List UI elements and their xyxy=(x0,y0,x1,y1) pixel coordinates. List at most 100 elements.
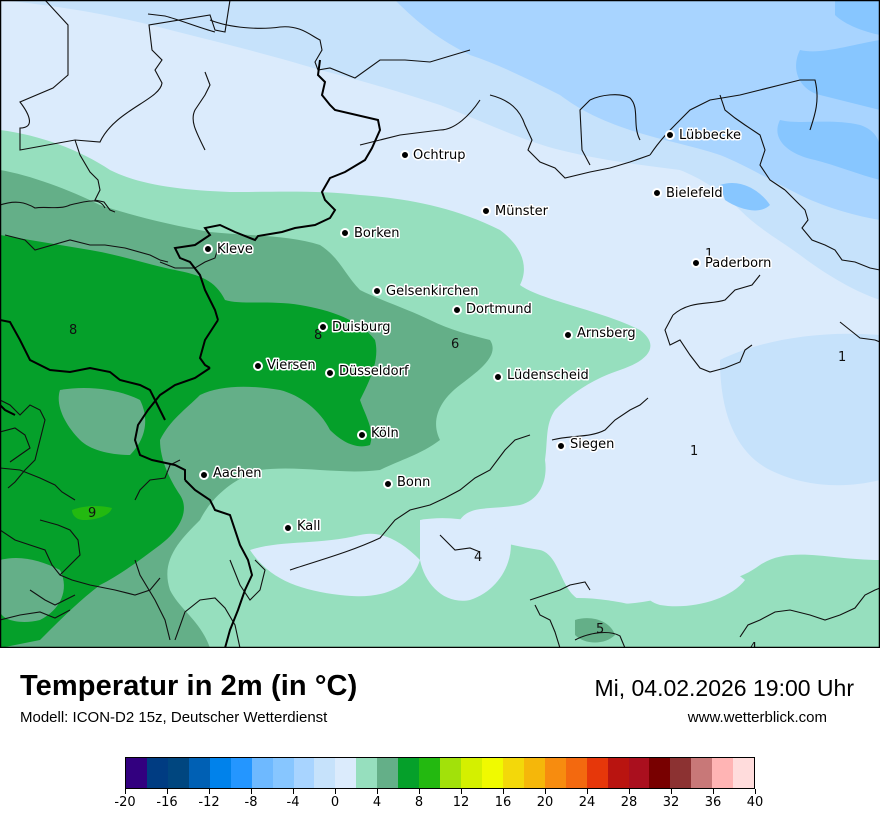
legend-swatch xyxy=(146,758,168,788)
legend-swatch xyxy=(565,758,587,788)
city-bonn[interactable]: Bonn xyxy=(383,474,432,492)
legend-tick-label: -20 xyxy=(114,795,136,810)
legend-tick xyxy=(250,789,252,794)
legend-tick xyxy=(712,789,714,794)
legend-colorbar xyxy=(125,757,755,789)
city-label: Viersen xyxy=(267,358,316,373)
temp-patch-se xyxy=(720,333,880,486)
legend-swatch xyxy=(314,758,336,788)
temp-patch-minus6-minus4-2 xyxy=(777,120,880,180)
city-bielefeld[interactable]: Bielefeld xyxy=(652,185,724,203)
city-dot-icon xyxy=(318,322,328,332)
city-label: Aachen xyxy=(213,466,261,481)
city-arnsberg[interactable]: Arnsberg xyxy=(563,325,637,343)
legend-swatch xyxy=(544,758,566,788)
legend-tick xyxy=(586,789,588,794)
legend-swatch xyxy=(398,758,420,788)
legend-swatch xyxy=(335,758,357,788)
city-dot-icon xyxy=(665,130,675,140)
city-dot-icon xyxy=(556,441,566,451)
city-label: Lüdenscheid xyxy=(507,368,589,383)
legend-tick-label: 40 xyxy=(746,795,764,810)
legend-swatch xyxy=(733,758,755,788)
legend-tick-label: 12 xyxy=(452,795,470,810)
city-luebbecke[interactable]: Lübbecke xyxy=(665,127,742,145)
temp-patch-4-6-sw xyxy=(0,558,64,622)
city-borken[interactable]: Borken xyxy=(340,225,401,243)
city-gelsenkirchen[interactable]: Gelsenkirchen xyxy=(372,283,480,301)
legend-tick-label: 20 xyxy=(536,795,554,810)
city-label: Kall xyxy=(297,519,321,534)
city-duesseldorf[interactable]: Düsseldorf xyxy=(325,363,410,381)
city-label: Ochtrup xyxy=(413,148,466,163)
temperature-map[interactable]: 8 8 6 1 1 1 9 4 5 4 Ochtrup Lübbecke Bie… xyxy=(0,0,880,648)
city-label: Münster xyxy=(495,204,549,219)
city-label: Dortmund xyxy=(466,302,532,317)
contour-label: 4 xyxy=(749,641,757,648)
city-dot-icon xyxy=(400,150,410,160)
city-dot-icon xyxy=(452,305,462,315)
legend-swatch xyxy=(628,758,650,788)
city-dot-icon xyxy=(691,258,701,268)
city-dortmund[interactable]: Dortmund xyxy=(452,301,533,319)
city-kall[interactable]: Kall xyxy=(283,518,322,536)
temp-patch-5 xyxy=(575,618,615,643)
city-koeln[interactable]: Köln xyxy=(357,425,400,443)
valid-datetime: Mi, 04.02.2026 19:00 Uhr xyxy=(594,675,854,701)
legend-swatch xyxy=(377,758,399,788)
model-source: Modell: ICON-D2 15z, Deutscher Wetterdie… xyxy=(20,709,328,726)
city-dot-icon xyxy=(253,361,263,371)
contour-label: 9 xyxy=(88,506,96,521)
contour-label: 4 xyxy=(474,550,482,565)
city-kleve[interactable]: Kleve xyxy=(203,241,254,259)
city-label: Kleve xyxy=(217,242,253,257)
city-ochtrup[interactable]: Ochtrup xyxy=(400,147,467,165)
district-boundaries xyxy=(0,0,880,648)
page-title: Temperatur in 2m (in °C) xyxy=(20,670,358,702)
legend-tick-label: 8 xyxy=(414,795,424,810)
map-canvas: 8 8 6 1 1 1 9 4 5 4 Ochtrup Lübbecke Bie… xyxy=(0,0,880,648)
contour-labels: 8 8 6 1 1 1 9 4 5 4 xyxy=(69,247,846,648)
legend-swatch xyxy=(523,758,545,788)
legend-swatch xyxy=(461,758,482,788)
city-aachen[interactable]: Aachen xyxy=(199,465,263,483)
city-muenster[interactable]: Münster xyxy=(481,203,550,221)
legend-tick-label: 24 xyxy=(578,795,596,810)
contour-label: 8 xyxy=(69,323,77,338)
legend-tick-label: -12 xyxy=(198,795,220,810)
legend-swatch xyxy=(670,758,692,788)
legend-tick xyxy=(334,789,336,794)
legend-tick-label: 0 xyxy=(330,795,340,810)
legend-swatch xyxy=(712,758,734,788)
legend-swatch xyxy=(293,758,315,788)
city-markers: Ochtrup Lübbecke Bielefeld Münster Borke… xyxy=(199,127,773,536)
legend-swatch xyxy=(230,758,252,788)
contour-label: 5 xyxy=(596,622,604,637)
city-dot-icon xyxy=(383,479,393,489)
city-label: Borken xyxy=(354,226,400,241)
legend-tick-label: 16 xyxy=(494,795,512,810)
temp-patch-minus6-minus4-4 xyxy=(720,182,770,211)
contour-label: 1 xyxy=(705,247,713,262)
website-link[interactable]: www.wetterblick.com xyxy=(687,709,827,726)
city-siegen[interactable]: Siegen xyxy=(556,436,616,454)
legend-tick-label: -8 xyxy=(244,795,258,810)
legend-tick xyxy=(418,789,420,794)
temp-patch-eifel-cool xyxy=(250,533,420,597)
legend-tick-label: 36 xyxy=(704,795,722,810)
legend-tick-label: -16 xyxy=(156,795,178,810)
city-dot-icon xyxy=(283,523,293,533)
legend-tick xyxy=(670,789,672,794)
legend-swatch xyxy=(649,758,671,788)
city-viersen[interactable]: Viersen xyxy=(253,357,317,375)
city-duisburg[interactable]: Duisburg xyxy=(318,319,392,337)
contour-label: 8 xyxy=(314,328,322,343)
legend-tick xyxy=(376,789,378,794)
city-paderborn[interactable]: Paderborn xyxy=(691,255,773,273)
legend-tick xyxy=(544,789,546,794)
temp-patch-4-6-be xyxy=(58,388,146,455)
legend-tick xyxy=(502,789,504,794)
city-luedenscheid[interactable]: Lüdenscheid xyxy=(493,367,590,385)
contour-label: 1 xyxy=(838,350,846,365)
city-label: Köln xyxy=(371,426,399,441)
